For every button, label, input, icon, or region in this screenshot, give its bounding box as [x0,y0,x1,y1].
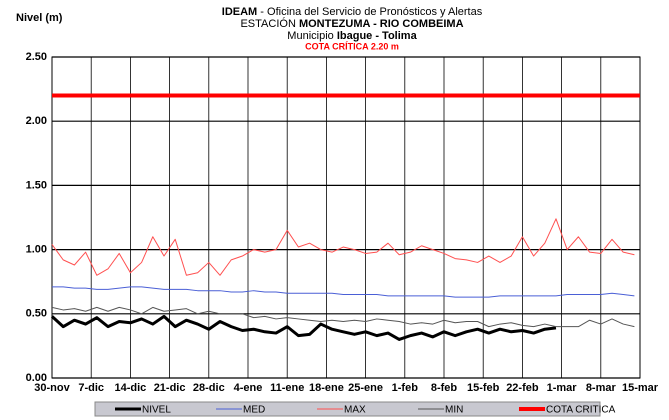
legend-label: MAX [344,405,366,416]
x-tick-label: 18-ene [309,382,344,394]
title-rest: - Oficina del Servicio de Pronósticos y … [257,6,482,18]
legend-label: MED [243,405,265,416]
x-tick-label: 8-feb [431,382,458,394]
x-tick-label: 15-mar [622,382,659,394]
chart-subtitle: ESTACIÓN MONTEZUMA - RIO COMBEIMA [240,17,463,30]
series-line [50,314,557,341]
x-tick-label: 1-mar [547,382,578,394]
x-tick-label: 1-feb [392,382,419,394]
municipio-bold: Ibague - Tolima [337,30,418,42]
x-tick-label: 25-ene [348,382,383,394]
chart-title: IDEAM - Oficina del Servicio de Pronósti… [222,6,483,18]
series-line [51,306,635,328]
x-tick-label: 14-dic [115,382,147,394]
legend-label: COTA CRITICA [546,405,616,416]
x-tick-label: 15-feb [467,382,500,394]
municipio-prefix: Municipio [287,30,337,42]
x-tick-label: 4-ene [234,382,263,394]
subtitle-prefix: ESTACIÓN [240,17,298,30]
legend-label: NIVEL [142,405,171,416]
x-tick-label: 7-dic [78,382,104,394]
x-tick-label: 11-ene [270,382,304,394]
y-tick-label: 0.50 [26,308,47,320]
y-tick-label: 1.50 [26,179,47,191]
legend-label: MIN [445,405,463,416]
subtitle-bold: MONTEZUMA - RIO COMBEIMA [299,18,464,30]
y-axis-label: Nivel (m) [16,12,63,24]
y-tick-label: 2.50 [26,51,47,63]
title-bold: IDEAM [222,6,257,18]
y-tick-label: 2.00 [26,115,47,127]
series-line [52,286,635,298]
x-tick-label: 28-dic [193,382,225,394]
x-tick-label: 22-feb [506,382,539,394]
x-tick-label: 30-nov [34,382,70,394]
annotation: COTA CRÍTICA 2.20 m [305,41,399,51]
municipio: Municipio Ibague - Tolima [287,30,417,42]
legend [94,401,601,417]
y-tick-label: 0.00 [26,372,47,384]
x-tick-label: 8-mar [586,382,617,394]
y-tick-label: 1.00 [26,244,47,256]
series-line [51,218,635,276]
x-tick-label: 21-dic [154,382,186,394]
